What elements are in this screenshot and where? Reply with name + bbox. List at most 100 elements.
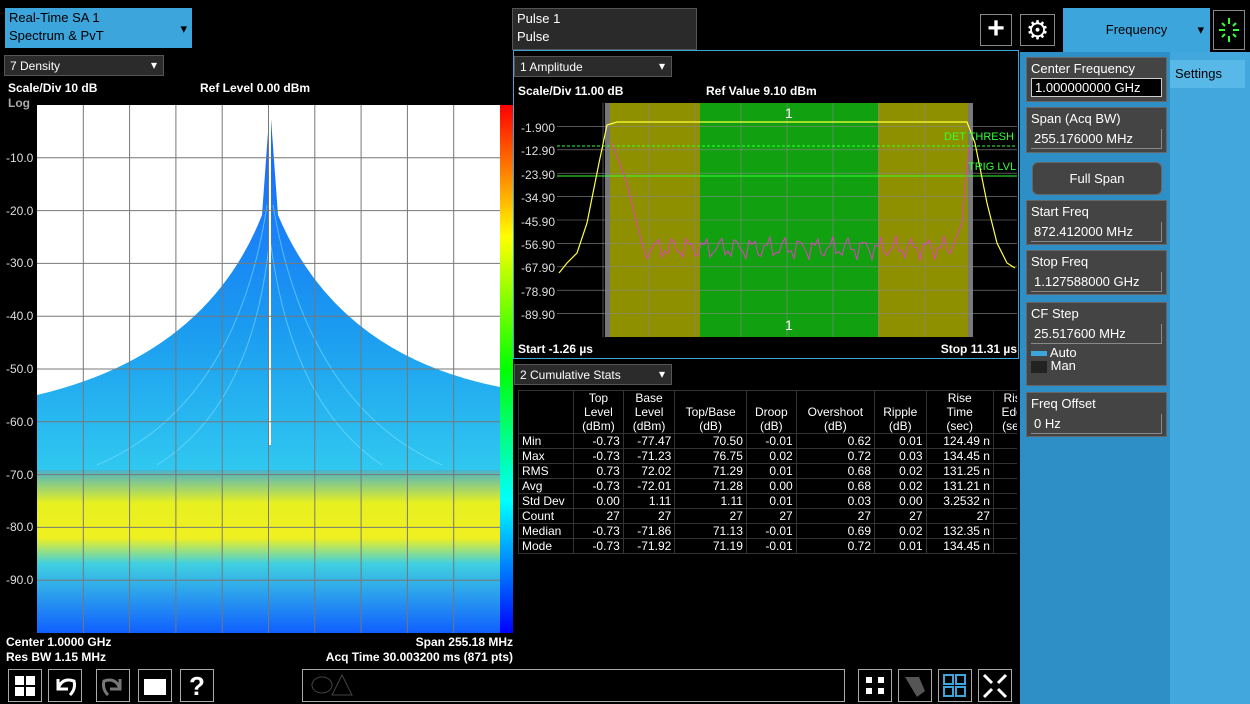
stop-freq-item[interactable]: Stop Freq 1.127588000 GHz bbox=[1026, 250, 1167, 295]
stats-cell: -72.01 bbox=[622, 478, 676, 494]
stats-cell: 132.35 n bbox=[925, 523, 994, 539]
density-window-select[interactable]: 7 Density bbox=[4, 55, 164, 76]
amplitude-y-label: -56.90 bbox=[521, 238, 556, 252]
stats-cell: -71.86 bbox=[622, 523, 676, 539]
stats-column-header-line: Top bbox=[588, 391, 609, 405]
stats-column-header-line: Rise bbox=[1003, 391, 1017, 405]
stats-row: Min -0.73 -77.47 70.50 -0.01 0.62 0.01 124.49 n… bbox=[518, 433, 1017, 449]
stats-header-row: Top Level (dBm) Base Level (dBm) Top/Base (dB) D… bbox=[518, 390, 1017, 434]
stats-cell: 131.25 n bbox=[925, 463, 994, 479]
stats-column-header-line: Level bbox=[584, 405, 613, 419]
stats-cell: 27 bbox=[795, 508, 876, 524]
trig-lvl-label: TRIG LVL bbox=[968, 161, 1017, 173]
density-plot bbox=[37, 105, 513, 633]
stats-row: Median -0.73 -71.86 71.13 -0.01 0.69 0.02 132.3… bbox=[518, 523, 1017, 539]
stats-cell: -71.92 bbox=[622, 538, 676, 554]
stats-cell: 1.11 bbox=[622, 493, 676, 509]
pulse-tab-line2: Pulse bbox=[517, 29, 550, 44]
span-item[interactable]: Span (Acq BW) 255.176000 MHz bbox=[1026, 107, 1167, 153]
amplitude-window-frame bbox=[513, 50, 1019, 359]
pulse-tab[interactable]: Pulse 1 Pulse bbox=[512, 8, 697, 50]
stats-window-title: 2 Cumulative Stats bbox=[520, 368, 621, 382]
stats-column-header-line: (dB) bbox=[824, 419, 847, 433]
amplitude-y-label: -12.90 bbox=[521, 144, 556, 159]
start-freq-item[interactable]: Start Freq 872.412000 MHz bbox=[1026, 200, 1167, 245]
stats-cell: 0.02 bbox=[874, 463, 927, 479]
stats-cell: 0.69 bbox=[795, 523, 876, 539]
settings-tab[interactable]: Settings bbox=[1170, 60, 1245, 88]
cf-step-auto[interactable]: Auto bbox=[1049, 345, 1077, 360]
stats-cell: 134.45 n bbox=[925, 538, 994, 554]
stats-column-header-line: (sec) bbox=[1002, 419, 1017, 433]
menu-tab[interactable]: Frequency ▾ bbox=[1063, 8, 1210, 52]
settings-button[interactable]: ⚙ bbox=[1020, 14, 1055, 46]
stats-column-header: Base Level (dBm) bbox=[622, 390, 676, 434]
stats-cell: -0.73 bbox=[573, 448, 624, 464]
density-y-label: -60.0 bbox=[6, 414, 34, 429]
stats-cell: 70.50 bbox=[674, 433, 747, 449]
cf-step-man[interactable]: Man bbox=[1050, 358, 1076, 373]
start-freq-value: 872.412000 MHz bbox=[1031, 222, 1162, 242]
stats-cell: 27 bbox=[674, 508, 747, 524]
stats-cell: 1.11 bbox=[674, 493, 747, 509]
center-frequency-item[interactable]: Center Frequency 1.000000000 GHz bbox=[1026, 57, 1167, 102]
app-tab[interactable]: Real-Time SA 1 Spectrum & PvT ▾ bbox=[5, 8, 192, 48]
stats-column-header-line: Droop bbox=[754, 405, 788, 419]
cf-step-item[interactable]: CF Step 25.517600 MHz Auto Man bbox=[1026, 302, 1167, 386]
stats-column-header-line: (sec) bbox=[946, 419, 974, 433]
stop-freq-label: Stop Freq bbox=[1031, 254, 1089, 269]
stats-row: Count2727272727272727 bbox=[518, 508, 1017, 524]
amplitude-window-title: 1 Amplitude bbox=[520, 60, 583, 74]
stats-column-header-line: Top/Base bbox=[685, 405, 736, 419]
stats-cell: 0.03 bbox=[795, 493, 876, 509]
center-frequency-value[interactable]: 1.000000000 GHz bbox=[1031, 78, 1162, 97]
stats-row-label: Avg bbox=[518, 478, 574, 494]
stats-column-header-line: Edge bbox=[1001, 405, 1017, 419]
add-button[interactable]: + bbox=[980, 14, 1012, 46]
stats-cell: -0.01 bbox=[745, 433, 797, 449]
stats-cell: -77.47 bbox=[622, 433, 676, 449]
stats-row-label: Median bbox=[518, 523, 574, 539]
density-window-title: 7 Density bbox=[10, 59, 61, 73]
stats-row: Mode -0.73 -71.92 71.19 -0.01 0.72 0.01 134.45 … bbox=[518, 538, 1017, 554]
stats-row-label: Max bbox=[518, 448, 574, 464]
stats-cell: 27 bbox=[573, 508, 624, 524]
stats-cell: 0.68 bbox=[795, 463, 876, 479]
stats-cell: 0.0 bbox=[992, 538, 1017, 554]
stats-cell: 0.72 bbox=[795, 448, 876, 464]
freq-offset-item[interactable]: Freq Offset 0 Hz bbox=[1026, 392, 1167, 437]
stats-cell: 27 bbox=[992, 508, 1017, 524]
full-span-label: Full Span bbox=[1069, 171, 1125, 186]
stats-window-select[interactable]: 2 Cumulative Stats bbox=[514, 364, 672, 385]
stats-cell: 0.0 bbox=[992, 448, 1017, 464]
span-value: 255.176000 MHz bbox=[1031, 129, 1162, 149]
stats-cell: 27 bbox=[874, 508, 927, 524]
span-label: Span (Acq BW) bbox=[1031, 111, 1121, 126]
density-y-label: -30.0 bbox=[6, 256, 34, 271]
stats-cell: -71.23 bbox=[622, 448, 676, 464]
density-y-label: -40.0 bbox=[6, 309, 34, 324]
stats-cell: 0.01 bbox=[874, 538, 927, 554]
stats-cell: 3.2532 n bbox=[925, 493, 994, 509]
stats-cell: 134.45 n bbox=[925, 448, 994, 464]
density-y-label: -70.0 bbox=[6, 467, 34, 482]
freq-offset-label: Freq Offset bbox=[1031, 396, 1096, 411]
stats-cell: 0.0 bbox=[992, 523, 1017, 539]
app-tab-line2: Spectrum & PvT bbox=[9, 28, 104, 43]
center-frequency-label: Center Frequency bbox=[1031, 61, 1136, 76]
stats-cell: 27 bbox=[622, 508, 676, 524]
amplitude-y-label: -78.90 bbox=[521, 284, 556, 299]
amplitude-stop: Stop 11.31 µs bbox=[940, 342, 1017, 356]
stats-cell: 71.19 bbox=[674, 538, 747, 554]
stop-freq-value: 1.127588000 GHz bbox=[1031, 272, 1162, 292]
stats-cell: 76.75 bbox=[674, 448, 747, 464]
stats-row-label: RMS bbox=[518, 463, 574, 479]
stats-cell: 0.02 bbox=[874, 478, 927, 494]
stats-cell: 71.29 bbox=[674, 463, 747, 479]
full-span-button[interactable]: Full Span bbox=[1032, 162, 1162, 195]
amplitude-ref-value: Ref Value 9.10 dBm bbox=[706, 84, 817, 98]
amplitude-window-select[interactable]: 1 Amplitude bbox=[514, 56, 672, 77]
stats-cell: 0.00 bbox=[874, 493, 927, 509]
